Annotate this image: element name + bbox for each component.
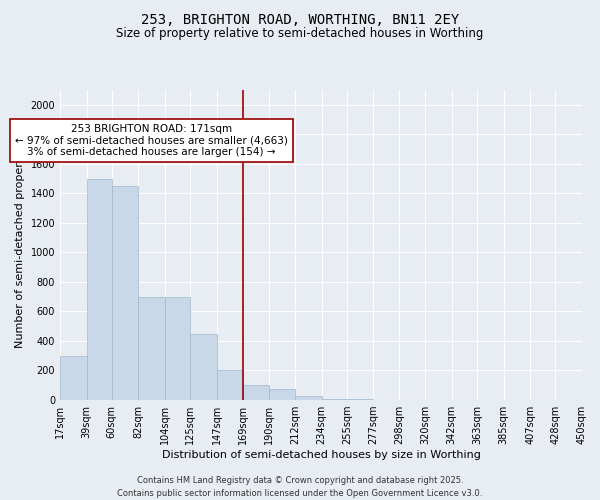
Bar — [269, 389, 295, 400]
Y-axis label: Number of semi-detached properties: Number of semi-detached properties — [15, 142, 25, 348]
Text: Size of property relative to semi-detached houses in Worthing: Size of property relative to semi-detach… — [116, 28, 484, 40]
X-axis label: Distribution of semi-detached houses by size in Worthing: Distribution of semi-detached houses by … — [161, 450, 481, 460]
Text: Contains HM Land Registry data © Crown copyright and database right 2025.
Contai: Contains HM Land Registry data © Crown c… — [118, 476, 482, 498]
Text: 253 BRIGHTON ROAD: 171sqm
← 97% of semi-detached houses are smaller (4,663)
3% o: 253 BRIGHTON ROAD: 171sqm ← 97% of semi-… — [15, 124, 288, 157]
Bar — [60, 356, 86, 400]
Bar — [112, 186, 139, 400]
Bar — [322, 398, 347, 400]
Bar — [190, 334, 217, 400]
Bar — [165, 296, 190, 400]
Bar — [295, 396, 322, 400]
Bar — [243, 385, 269, 400]
Bar — [86, 178, 112, 400]
Bar — [139, 296, 165, 400]
Text: 253, BRIGHTON ROAD, WORTHING, BN11 2EY: 253, BRIGHTON ROAD, WORTHING, BN11 2EY — [141, 12, 459, 26]
Bar — [217, 370, 243, 400]
